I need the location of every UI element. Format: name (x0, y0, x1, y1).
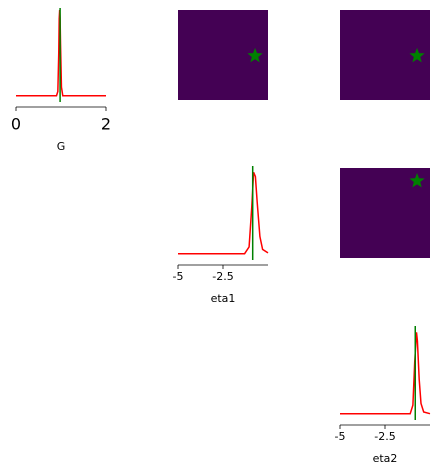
x-axis-label: eta1 (211, 292, 236, 305)
x-axis-label: eta2 (373, 452, 398, 465)
x-tick-label: -2.5 (374, 430, 395, 443)
star-marker (409, 47, 425, 63)
x-tick-label: 2 (101, 115, 111, 134)
x-axis-label: G (57, 140, 66, 153)
x-tick-label: -2.5 (212, 270, 233, 283)
density-line (178, 171, 269, 255)
density-line (16, 9, 106, 97)
density-line (340, 332, 431, 415)
x-tick-label: -5 (173, 270, 184, 283)
star-marker (247, 47, 263, 63)
x-tick-label: -5 (335, 430, 346, 443)
star-marker (409, 172, 425, 188)
x-tick-label: 0 (11, 115, 21, 134)
